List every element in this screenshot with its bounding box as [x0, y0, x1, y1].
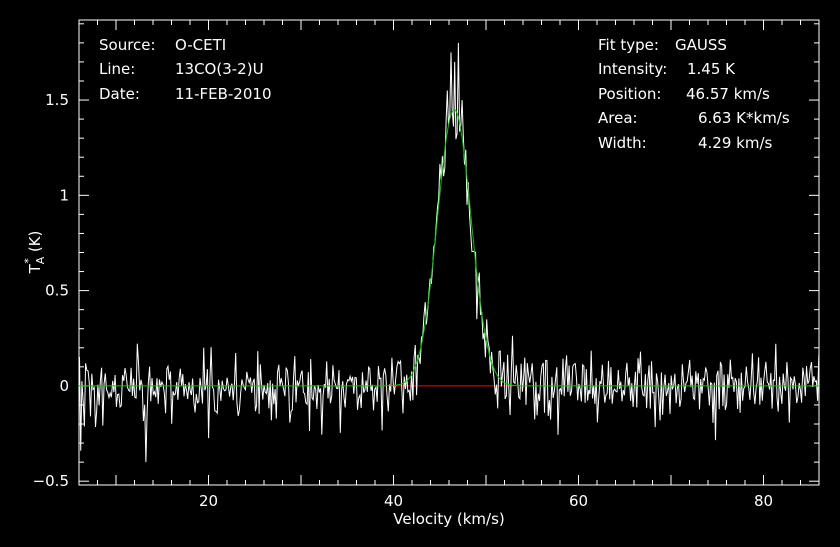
- line-value: 13CO(3-2)U: [175, 60, 264, 78]
- x-tick-label: 20: [199, 492, 218, 510]
- y-tick-label: 1: [59, 186, 69, 204]
- intensity-label: Intensity:: [598, 60, 668, 78]
- spectrum-line: [79, 42, 820, 463]
- y-tick-label: −0.5: [33, 472, 69, 490]
- width-label: Width:: [598, 134, 647, 152]
- x-tick-label: 40: [384, 492, 403, 510]
- y-tick-label: 0: [59, 377, 69, 395]
- y-axis-label-sup: *: [22, 258, 35, 264]
- gaussian-fit-curve: [79, 109, 819, 387]
- y-axis-label-sub: A: [34, 256, 47, 264]
- y-axis-label-unit: (K): [26, 231, 44, 253]
- y-tick-label: 0.5: [45, 282, 69, 300]
- fit-type-label: Fit type:: [598, 36, 659, 54]
- source-label: Source:: [99, 36, 156, 54]
- fit-type-value: GAUSS: [675, 36, 727, 54]
- y-tick-label: 1.5: [45, 91, 69, 109]
- y-axis-label: TA* (K): [22, 231, 47, 275]
- position-label: Position:: [598, 85, 662, 103]
- position-value: 46.57 km/s: [686, 85, 770, 103]
- svg-text:TA*(K): TA* (K): [22, 231, 47, 275]
- area-value: 6.63 K*km/s: [698, 109, 790, 127]
- x-axis-label: Velocity (km/s): [393, 510, 504, 528]
- axis-tick-labels: 20 40 60 80 −0.5 0 0.5 1 1.5: [33, 91, 773, 510]
- x-tick-label: 80: [754, 492, 773, 510]
- date-label: Date:: [99, 85, 140, 103]
- y-axis-label-main: T: [26, 263, 44, 274]
- date-value: 11-FEB-2010: [175, 85, 272, 103]
- width-value: 4.29 km/s: [698, 134, 773, 152]
- line-label: Line:: [99, 60, 136, 78]
- intensity-value: 1.45 K: [687, 60, 736, 78]
- area-label: Area:: [598, 109, 638, 127]
- x-tick-label: 60: [569, 492, 588, 510]
- source-value: O-CETI: [175, 36, 227, 54]
